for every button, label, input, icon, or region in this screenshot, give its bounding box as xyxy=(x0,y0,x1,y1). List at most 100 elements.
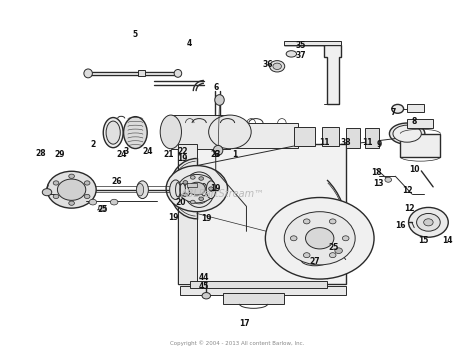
Circle shape xyxy=(209,187,213,190)
Text: 29: 29 xyxy=(55,151,65,159)
Text: 28: 28 xyxy=(36,149,46,158)
Bar xyxy=(180,286,346,295)
Bar xyxy=(365,129,379,148)
Circle shape xyxy=(335,248,342,253)
Circle shape xyxy=(47,171,96,208)
Circle shape xyxy=(57,179,86,200)
Bar xyxy=(322,127,338,146)
Circle shape xyxy=(273,63,282,69)
Text: 23: 23 xyxy=(210,151,221,159)
Text: ABLPartStream™: ABLPartStream™ xyxy=(181,189,265,199)
Ellipse shape xyxy=(201,183,207,196)
Bar xyxy=(178,144,346,284)
Circle shape xyxy=(178,174,216,203)
Text: 45: 45 xyxy=(199,282,209,290)
Text: 19: 19 xyxy=(177,154,188,163)
Bar xyxy=(400,134,440,157)
Circle shape xyxy=(191,176,195,179)
Text: 12: 12 xyxy=(402,186,412,195)
Text: 25: 25 xyxy=(328,243,339,252)
Text: 35: 35 xyxy=(296,41,306,49)
Circle shape xyxy=(270,61,285,72)
Ellipse shape xyxy=(103,117,123,148)
Text: 21: 21 xyxy=(163,151,174,159)
Circle shape xyxy=(183,180,188,184)
Text: Copyright © 2004 - 2013 All content Barlow, Inc.: Copyright © 2004 - 2013 All content Barl… xyxy=(170,341,304,346)
Ellipse shape xyxy=(174,69,182,77)
Text: 10: 10 xyxy=(409,164,419,174)
Text: 4: 4 xyxy=(187,39,192,48)
Circle shape xyxy=(329,253,336,258)
Ellipse shape xyxy=(184,172,215,208)
Text: 19: 19 xyxy=(168,213,178,221)
Text: 25: 25 xyxy=(97,205,108,214)
Ellipse shape xyxy=(106,121,120,144)
Circle shape xyxy=(183,193,188,197)
Bar xyxy=(284,41,341,45)
Circle shape xyxy=(202,293,210,299)
Circle shape xyxy=(409,208,448,237)
Bar xyxy=(407,120,433,129)
Circle shape xyxy=(53,194,59,199)
Circle shape xyxy=(99,205,106,211)
Text: 19: 19 xyxy=(210,184,221,193)
Text: 37: 37 xyxy=(295,51,306,60)
Polygon shape xyxy=(284,45,341,104)
Circle shape xyxy=(199,197,203,200)
Text: 16: 16 xyxy=(395,221,405,230)
Text: 44: 44 xyxy=(199,273,209,282)
Ellipse shape xyxy=(393,125,421,142)
Bar xyxy=(171,115,230,148)
Bar xyxy=(138,70,146,76)
Circle shape xyxy=(110,199,118,205)
Circle shape xyxy=(191,200,195,204)
Circle shape xyxy=(329,219,336,224)
Text: 6: 6 xyxy=(213,151,219,159)
Text: 26: 26 xyxy=(111,177,122,186)
Circle shape xyxy=(291,236,297,241)
Ellipse shape xyxy=(180,183,185,196)
Text: 22: 22 xyxy=(177,147,188,156)
Circle shape xyxy=(166,166,228,212)
Text: 38: 38 xyxy=(340,138,351,147)
Circle shape xyxy=(265,198,374,279)
Bar xyxy=(190,281,327,288)
Circle shape xyxy=(303,219,310,224)
Text: 5: 5 xyxy=(133,30,138,39)
Ellipse shape xyxy=(184,183,190,196)
Bar xyxy=(407,104,424,112)
Bar xyxy=(294,127,315,146)
Ellipse shape xyxy=(84,69,92,78)
Circle shape xyxy=(417,214,440,231)
Circle shape xyxy=(199,177,203,180)
Text: 6: 6 xyxy=(213,83,219,92)
Bar xyxy=(178,123,299,148)
Text: 8: 8 xyxy=(411,117,417,126)
Text: 19: 19 xyxy=(201,214,211,223)
Text: 3: 3 xyxy=(123,147,128,156)
Text: 1: 1 xyxy=(232,151,237,159)
Bar xyxy=(223,293,284,304)
Text: 14: 14 xyxy=(442,236,453,245)
Circle shape xyxy=(84,194,90,199)
Text: 11: 11 xyxy=(362,138,372,147)
Ellipse shape xyxy=(124,117,147,148)
Ellipse shape xyxy=(392,104,403,113)
Circle shape xyxy=(42,189,52,196)
Bar xyxy=(187,183,197,187)
Ellipse shape xyxy=(286,51,297,57)
Circle shape xyxy=(424,219,433,226)
Ellipse shape xyxy=(160,115,182,149)
Text: 12: 12 xyxy=(404,204,415,213)
Ellipse shape xyxy=(215,95,224,105)
Circle shape xyxy=(84,181,90,185)
Circle shape xyxy=(53,181,59,185)
Circle shape xyxy=(303,253,310,258)
Text: 2: 2 xyxy=(90,140,95,149)
Circle shape xyxy=(188,182,205,195)
Ellipse shape xyxy=(170,180,182,199)
Bar xyxy=(178,144,197,284)
Text: 24: 24 xyxy=(142,147,153,156)
Text: 27: 27 xyxy=(310,257,320,266)
Text: 18: 18 xyxy=(371,168,382,177)
